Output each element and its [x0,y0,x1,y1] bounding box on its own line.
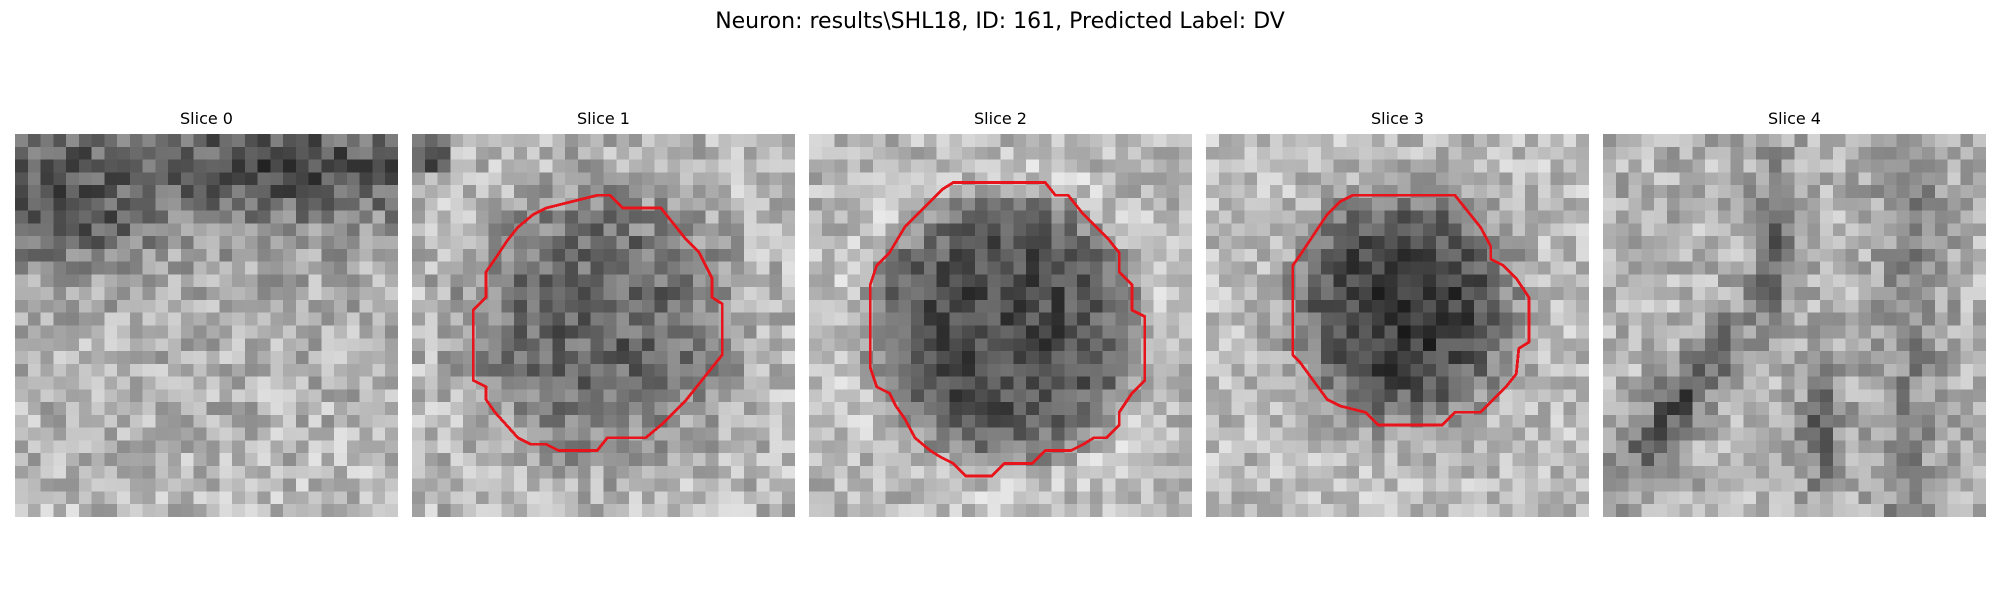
slice-image [809,134,1192,517]
slice-image [1206,134,1589,517]
slice-panel-1: Slice 1 [412,108,795,517]
roi-contour [473,195,722,450]
slice-title: Slice 1 [577,109,630,128]
slice-panel-2: Slice 2 [809,108,1192,517]
roi-contour [870,183,1144,477]
slice-title: Slice 4 [1768,109,1821,128]
slice-image [15,134,398,517]
slice-panel-0: Slice 0 [15,108,398,517]
figure-title: Neuron: results\SHL18, ID: 161, Predicte… [715,9,1285,34]
slice-title: Slice 0 [180,109,233,128]
slice-title: Slice 2 [974,109,1027,128]
slice-panel-3: Slice 3 [1206,108,1589,517]
slice-image [412,134,795,517]
slice-title: Slice 3 [1371,109,1424,128]
roi-contour [1293,195,1529,425]
slice-panel-4: Slice 4 [1603,108,1986,517]
slice-image [1603,134,1986,517]
